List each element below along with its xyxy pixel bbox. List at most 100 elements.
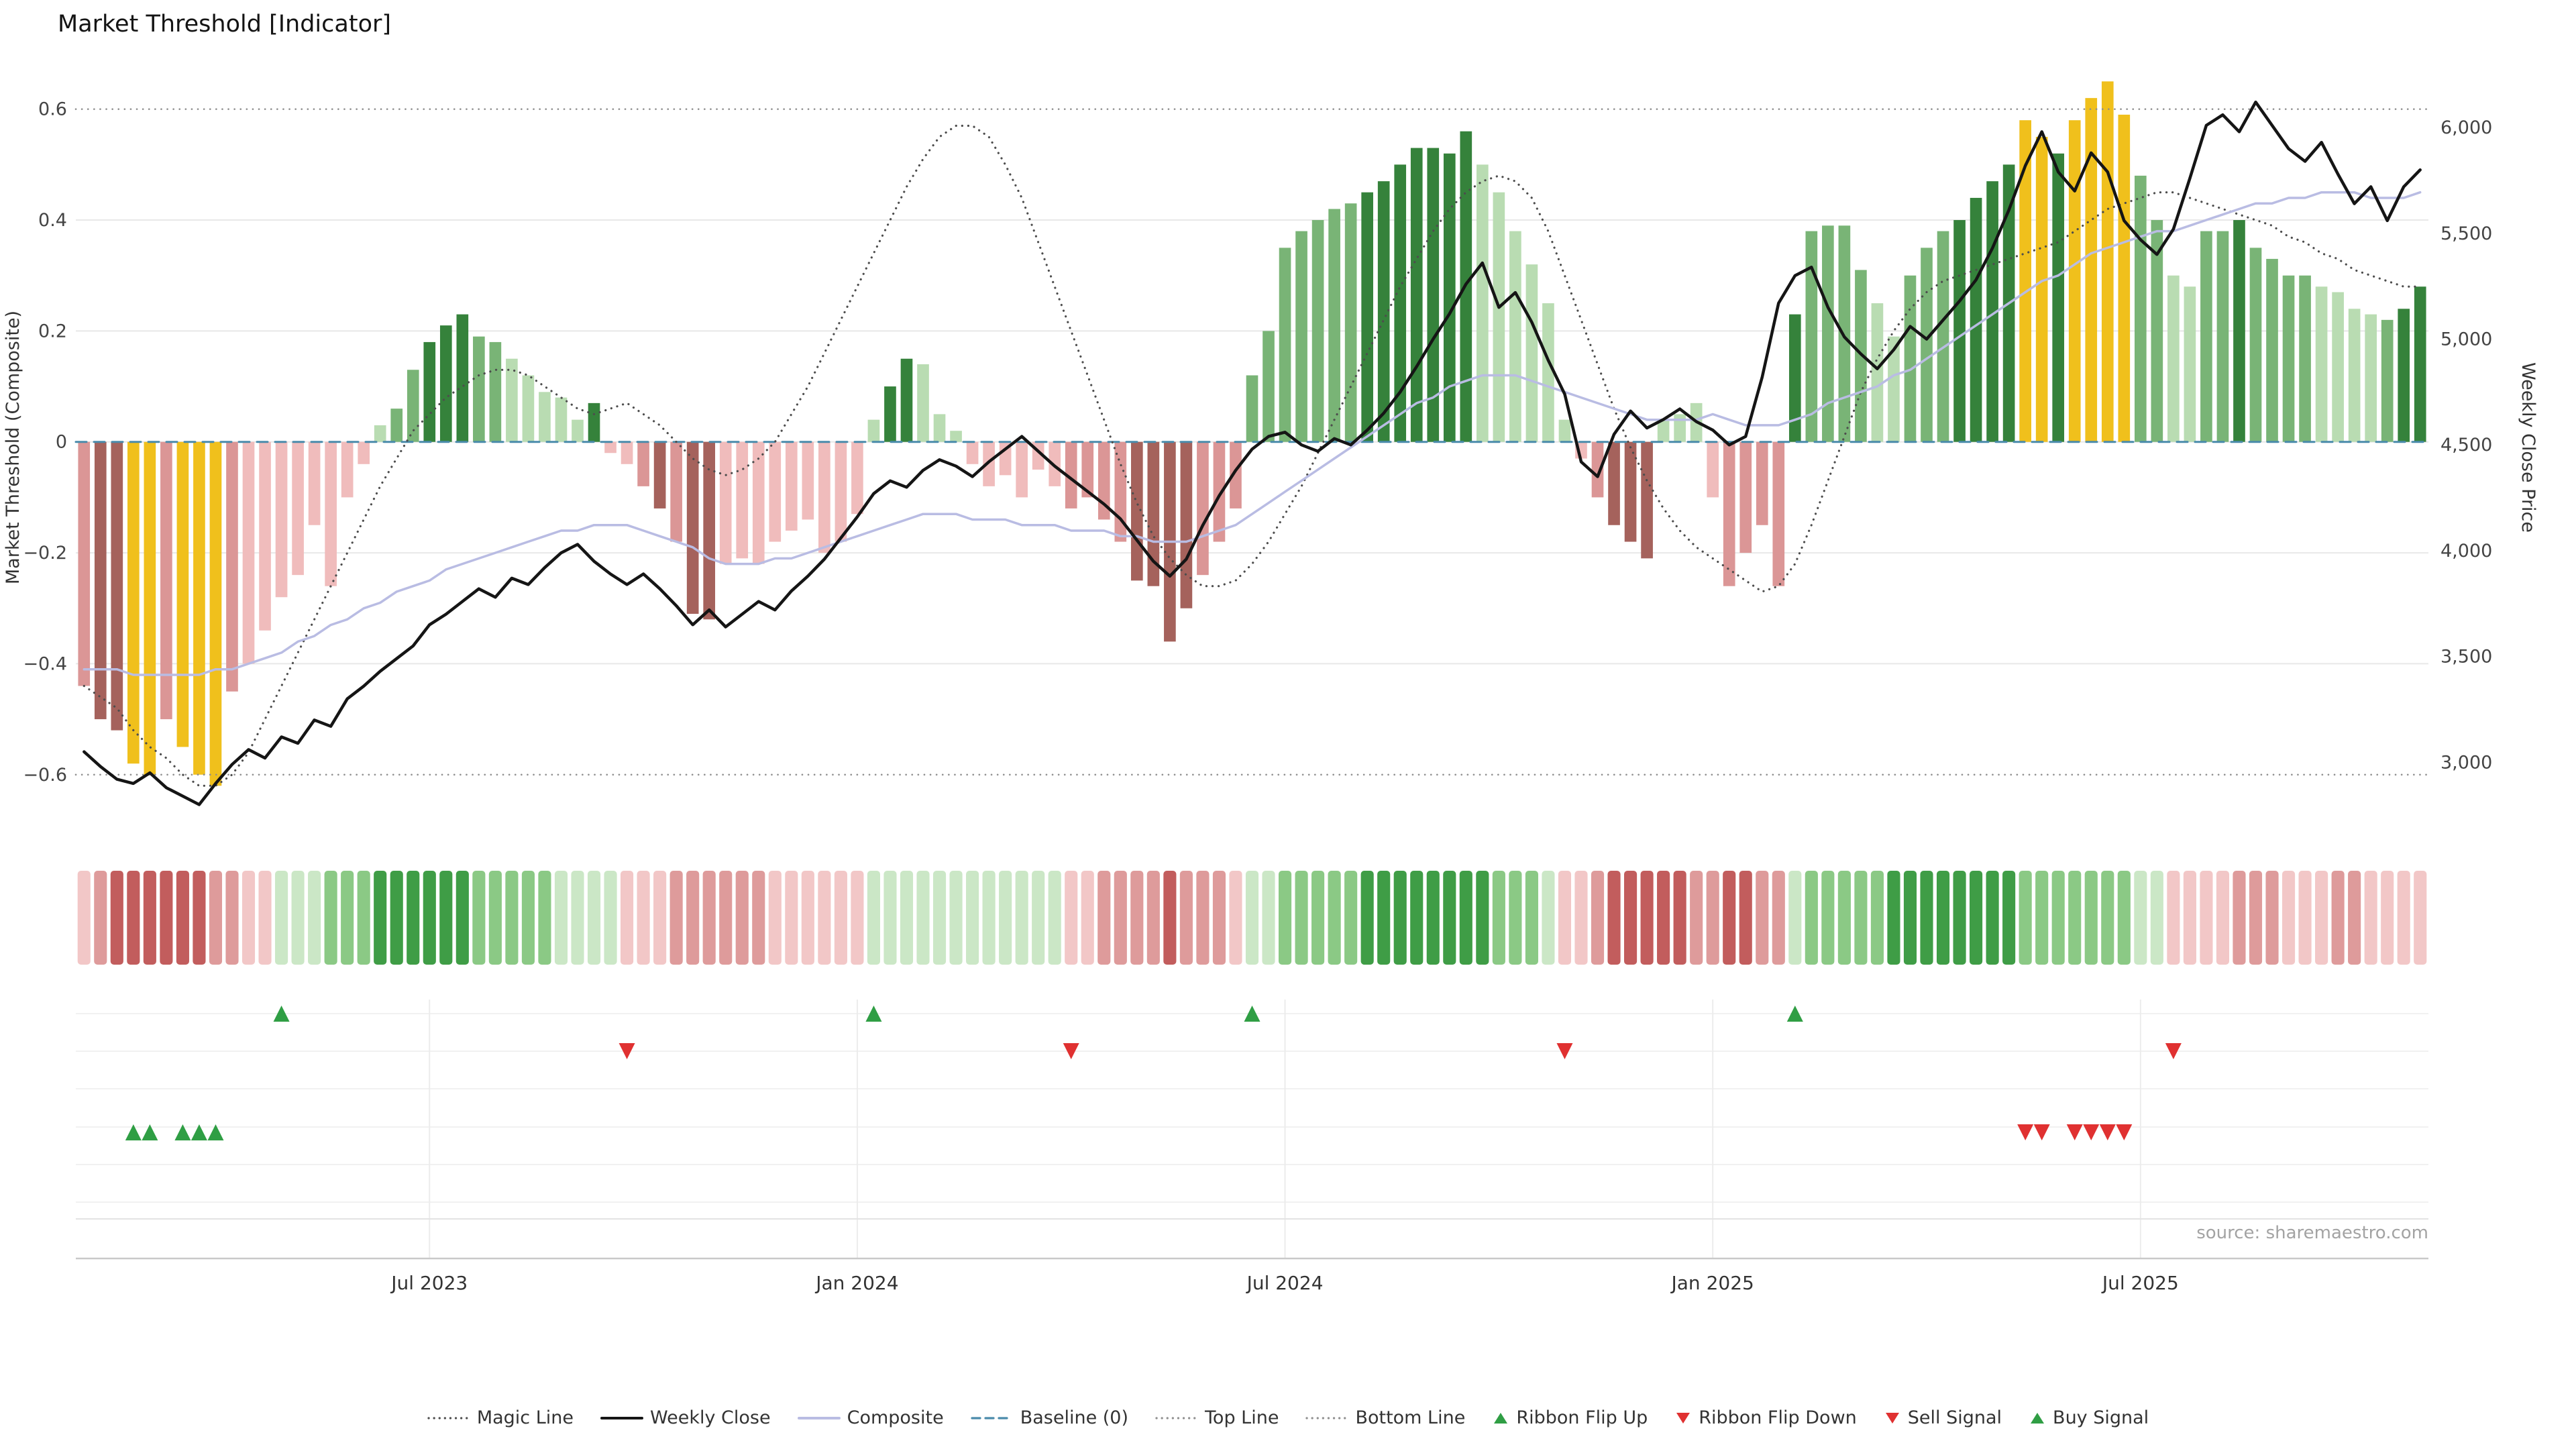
threshold-bar: [2282, 275, 2295, 442]
threshold-bar: [423, 341, 436, 442]
threshold-bar: [1263, 331, 1275, 442]
sell-signal-marker: [2017, 1124, 2034, 1140]
ribbon-cell: [291, 871, 305, 965]
threshold-bar: [719, 441, 732, 564]
threshold-bar: [325, 441, 337, 586]
threshold-bar: [522, 375, 535, 442]
threshold-bar: [2266, 258, 2278, 442]
ribbon-cell: [2265, 871, 2279, 965]
ribbon-cell: [621, 871, 634, 965]
threshold-bar: [2233, 220, 2245, 442]
ribbon-cell: [1097, 871, 1111, 965]
ribbon-cell: [1970, 871, 1983, 965]
ribbon-cell: [686, 871, 700, 965]
legend-item-magic-line[interactable]: Magic Line: [427, 1407, 574, 1428]
ribbon-cell: [1788, 871, 1802, 965]
legend-item-composite[interactable]: Composite: [797, 1407, 944, 1428]
threshold-bars: [78, 81, 2426, 786]
threshold-bar: [686, 441, 699, 614]
threshold-bar: [769, 441, 782, 542]
ribbon-cell: [669, 871, 683, 965]
ribbon-cell: [258, 871, 272, 965]
threshold-bar: [1197, 441, 1209, 576]
legend-line-icon: [1305, 1416, 1349, 1419]
threshold-bar: [1756, 441, 1768, 525]
legend-item-ribbon-flip-up[interactable]: Ribbon Flip Up: [1492, 1407, 1648, 1428]
ribbon-cell: [225, 871, 239, 965]
ribbon-cell: [374, 871, 387, 965]
ribbon-cell: [571, 871, 584, 965]
ribbon-cell: [2051, 871, 2065, 965]
composite-line: [83, 191, 2422, 676]
threshold-bar: [785, 441, 798, 531]
threshold-bar: [2414, 286, 2426, 442]
threshold-bar: [835, 441, 847, 542]
left-tick-label: −0.6: [23, 765, 67, 786]
threshold-bar: [242, 441, 255, 664]
ribbon-cell: [1723, 871, 1736, 965]
threshold-bar: [2151, 220, 2163, 442]
legend-item-bottom-line[interactable]: Bottom Line: [1305, 1407, 1465, 1428]
left-tick-label: 0.2: [38, 321, 67, 341]
legend-item-label: Top Line: [1205, 1407, 1279, 1428]
ribbon-cell: [1936, 871, 1950, 965]
threshold-bar: [1295, 231, 1307, 442]
ribbon-cell: [2035, 871, 2049, 965]
threshold-bar: [670, 441, 682, 542]
ribbon-cell: [1673, 871, 1686, 965]
legend-item-baseline-0[interactable]: Baseline (0): [971, 1407, 1128, 1428]
ribbon-flip-down-marker: [1063, 1043, 1079, 1059]
ribbon-cell: [2183, 871, 2196, 965]
threshold-bar: [917, 364, 929, 442]
threshold-bar: [1493, 192, 1505, 442]
right-axis: 6,000 5,500 5,000 4,500 4,000 3,500 3,000 Weekl…: [2440, 117, 2538, 773]
threshold-bar: [2085, 98, 2098, 442]
legend-item-ribbon-flip-down[interactable]: Ribbon Flip Down: [1674, 1407, 1857, 1428]
ribbon-cell: [1410, 871, 1424, 965]
threshold-bar: [2348, 309, 2361, 442]
legend-item-top-line[interactable]: Top Line: [1155, 1407, 1279, 1428]
ribbon-cell: [982, 871, 996, 965]
buy-signal-marker: [125, 1124, 142, 1140]
legend-line-icon: [1155, 1416, 1198, 1419]
threshold-bar: [1657, 419, 1670, 442]
ribbon-cell: [241, 871, 256, 965]
legend-item-buy-signal[interactable]: Buy Signal: [2029, 1407, 2149, 1428]
ribbon-cell: [1443, 871, 1456, 965]
ribbon-cell: [423, 871, 436, 965]
threshold-bar: [473, 336, 485, 442]
threshold-bar: [2052, 153, 2065, 442]
legend-triangle-icon: [1676, 1412, 1690, 1424]
sell-signal-marker: [2033, 1124, 2050, 1140]
legend-item-label: Composite: [847, 1407, 944, 1428]
ribbon-cell: [488, 871, 502, 965]
threshold-bar: [1328, 209, 1340, 442]
legend-item-label: Buy Signal: [2053, 1407, 2149, 1428]
threshold-bar: [1970, 197, 1982, 442]
threshold-bar: [933, 414, 946, 442]
threshold-bar: [144, 441, 156, 775]
ribbon-cell: [1854, 871, 1868, 965]
legend-item-weekly-close[interactable]: Weekly Close: [600, 1407, 771, 1428]
legend-item-label: Bottom Line: [1355, 1407, 1466, 1428]
ribbon-cell: [653, 871, 667, 965]
ribbon-cell: [127, 871, 140, 965]
ribbon-cell: [357, 871, 370, 965]
legend-item-sell-signal[interactable]: Sell Signal: [1884, 1407, 2002, 1428]
threshold-bar: [2035, 137, 2048, 442]
ribbon-cell: [1574, 871, 1588, 965]
ribbon-cell: [1756, 871, 1769, 965]
threshold-bar: [818, 441, 830, 553]
threshold-bar: [2167, 275, 2180, 442]
x-tick-label: Jul 2024: [1246, 1272, 1324, 1294]
threshold-bar: [1246, 375, 1258, 442]
ribbon-cell: [1739, 871, 1752, 965]
ribbon-cell: [2249, 871, 2263, 965]
threshold-bar: [259, 441, 271, 631]
legend-line-icon: [971, 1416, 1014, 1419]
right-axis-title: Weekly Close Price: [2518, 362, 2538, 533]
threshold-bar: [2365, 314, 2377, 442]
left-axis-title: Market Threshold (Composite): [3, 311, 23, 584]
ribbon-cell: [2298, 871, 2312, 965]
